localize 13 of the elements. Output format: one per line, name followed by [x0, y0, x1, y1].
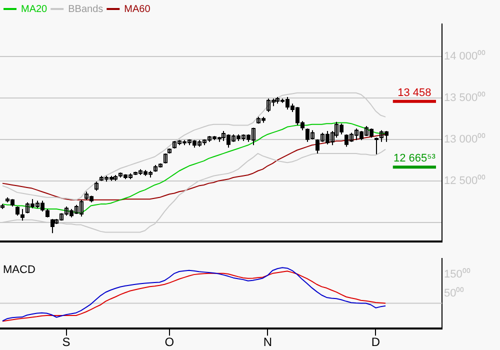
- x-tick-label: N: [263, 335, 272, 350]
- x-tick-label: O: [164, 335, 174, 350]
- x-tick-label: S: [62, 335, 70, 350]
- ref-line-label: 12 665⁵³: [394, 152, 436, 165]
- text: MACD: [3, 264, 36, 276]
- candlestick: [94, 181, 98, 192]
- candlestick: [164, 152, 168, 164]
- legend-label: BBands: [68, 4, 104, 15]
- legend-label: MA20: [21, 4, 48, 15]
- x-tick-label: D: [371, 335, 380, 350]
- ref-line-label: 13 458: [398, 86, 432, 99]
- candlestick: [374, 137, 378, 155]
- legend-label: MA60: [124, 4, 151, 15]
